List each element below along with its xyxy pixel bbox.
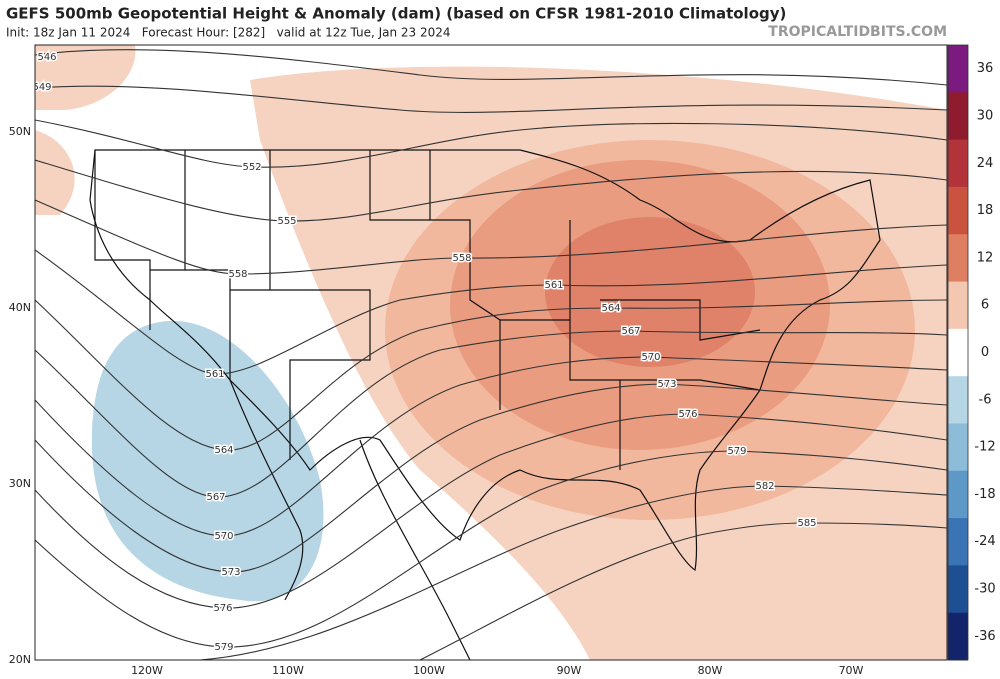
map-area: 546 549 552 555 558 558 561 561 564 564 …	[32, 45, 947, 660]
contour-label: 570	[214, 531, 233, 542]
colorbar-segment	[948, 234, 968, 283]
contour-label: 582	[755, 481, 774, 492]
latitude-label: 40N	[9, 301, 31, 314]
colorbar-segment	[948, 470, 968, 519]
colorbar-segment	[948, 376, 968, 424]
contour-label: 552	[242, 162, 261, 173]
contour-label: 555	[277, 216, 296, 227]
contour-label: 546	[37, 52, 56, 63]
contour-label: 570	[641, 352, 660, 363]
latitude-label: 50N	[9, 125, 31, 138]
contour-label: 567	[206, 492, 225, 503]
contour-label: 558	[228, 269, 247, 280]
colorbar-label: 6	[981, 298, 989, 313]
contour-labels: 546 549 552 555 558 558 561 561 564 564 …	[32, 51, 818, 655]
longitude-label: 90W	[557, 664, 582, 677]
contour-label: 585	[797, 518, 816, 529]
contour-label: 573	[657, 379, 676, 390]
source: TROPICALTIDBITS.COM	[768, 24, 947, 40]
contour-label: 564	[214, 445, 233, 456]
colorbar-label: -24	[974, 534, 995, 549]
subtitle: Init: 18z Jan 11 2024 Forecast Hour: [28…	[6, 26, 451, 40]
colorbar-label: 0	[981, 345, 989, 360]
colorbar-frame	[947, 44, 969, 661]
contour-label: 564	[601, 303, 620, 314]
colorbar-label: -30	[974, 582, 995, 597]
colorbar-label: 18	[977, 203, 994, 218]
contour-label: 573	[221, 567, 240, 578]
contour-label: 558	[452, 253, 471, 264]
anomaly-area	[35, 45, 136, 110]
colorbar-segment	[948, 139, 968, 188]
colorbar-label: 24	[977, 156, 994, 171]
colorbar-label: -6	[979, 392, 992, 407]
colorbar-segment	[948, 565, 968, 614]
latitude-label: 20N	[9, 653, 31, 666]
map-frame	[34, 44, 948, 661]
longitude-label: 120W	[131, 664, 163, 677]
contour-label: 567	[621, 326, 640, 337]
colorbar-segment	[948, 92, 968, 141]
longitude-label: 80W	[698, 664, 723, 677]
colorbar-segment	[948, 281, 968, 330]
contour-label: 561	[544, 280, 563, 291]
contour-label: 576	[213, 603, 232, 614]
anomaly-area	[91, 320, 324, 602]
colorbar-segment	[948, 45, 968, 93]
colorbar-segment	[948, 423, 968, 472]
contour-label: 579	[727, 446, 746, 457]
contours	[35, 49, 947, 660]
colorbar-label: 30	[977, 108, 994, 123]
title: GEFS 500mb Geopotential Height & Anomaly…	[6, 5, 786, 23]
colorbar-segment	[948, 612, 968, 661]
longitude-label: 100W	[413, 664, 445, 677]
colorbar-label: -12	[974, 440, 995, 455]
colorbar: 36 30 24 18 12 6 0 -6 -12 -18 -24 -30 -36	[947, 44, 996, 661]
contour-label: 561	[205, 369, 224, 380]
colorbar-label: -18	[974, 487, 995, 502]
anomaly-area	[545, 217, 755, 367]
colorbar-segment	[948, 518, 968, 566]
latitude-label: 30N	[9, 477, 31, 490]
colorbar-segment	[948, 186, 968, 235]
longitude-label: 110W	[272, 664, 304, 677]
anomaly-area	[35, 130, 75, 215]
colorbar-label: 36	[977, 61, 994, 76]
latitude-labels: 50N 40N 30N 20N	[9, 125, 31, 666]
contour-label: 579	[214, 642, 233, 653]
contour-label: 576	[678, 409, 697, 420]
colorbar-label: -36	[974, 629, 995, 644]
longitude-labels: 120W 110W 100W 90W 80W 70W	[131, 664, 863, 677]
borders	[89, 149, 881, 660]
colorbar-label: 12	[977, 250, 994, 265]
longitude-label: 70W	[839, 664, 864, 677]
contour-label: 549	[32, 82, 51, 93]
colorbar-segment	[948, 328, 968, 377]
